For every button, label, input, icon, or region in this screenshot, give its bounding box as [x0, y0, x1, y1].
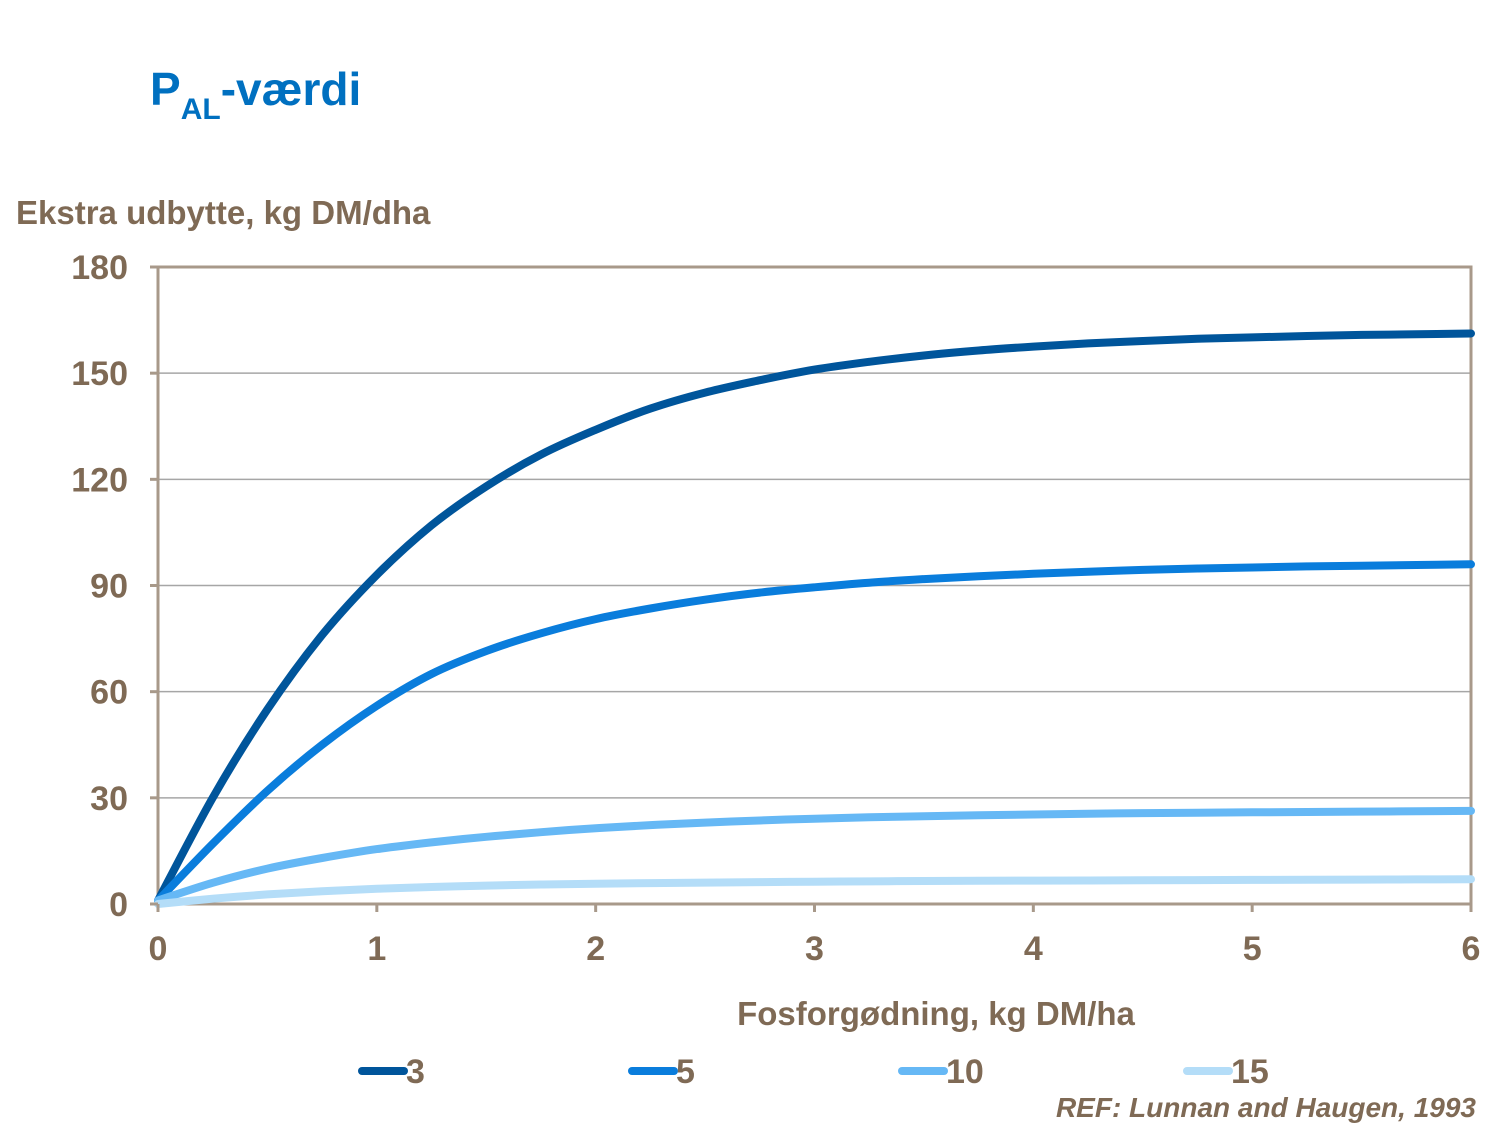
- series-lines: [154, 329, 1475, 908]
- y-tick-label: 150: [71, 355, 128, 393]
- x-tick-label: 2: [586, 930, 605, 968]
- y-tick-label: 180: [71, 249, 128, 287]
- reference-note: REF: Lunnan and Haugen, 1993: [1055, 1092, 1476, 1123]
- series-line-5: [154, 560, 1475, 905]
- legend: 3 5 10 15: [358, 1053, 1269, 1091]
- legend-label-5: 5: [676, 1053, 695, 1091]
- legend-label-10: 10: [946, 1053, 984, 1091]
- page-title: PAL-værdi: [150, 62, 362, 126]
- y-tick-label: 30: [90, 780, 128, 818]
- x-tick-label: 4: [1024, 930, 1043, 968]
- title-rest: -værdi: [220, 63, 362, 115]
- x-tick-label: 6: [1462, 930, 1481, 968]
- x-tick-label: 0: [149, 930, 168, 968]
- x-tick-label: 3: [805, 930, 824, 968]
- title-main: P: [150, 63, 181, 115]
- y-tick-label: 90: [90, 568, 128, 606]
- y-tick-label: 60: [90, 674, 128, 712]
- x-tick-label: 1: [367, 930, 386, 968]
- axis-ticks: 0 30 60 90 120 150 180 0 1 2 3 4 5 6: [71, 249, 1480, 968]
- series-line-15: [154, 875, 1475, 908]
- y-tick-label: 120: [71, 461, 128, 499]
- x-axis-label: Fosforgødning, kg DM/ha: [737, 995, 1135, 1032]
- title-subscript: AL: [180, 93, 221, 126]
- y-tick-label: 0: [109, 886, 128, 924]
- x-tick-label: 5: [1243, 930, 1262, 968]
- legend-label-15: 15: [1231, 1053, 1269, 1091]
- series-line-10: [154, 806, 1475, 905]
- legend-label-3: 3: [406, 1053, 425, 1091]
- series-line-3: [154, 329, 1475, 905]
- y-axis-label: Ekstra udbytte, kg DM/dha: [16, 194, 431, 231]
